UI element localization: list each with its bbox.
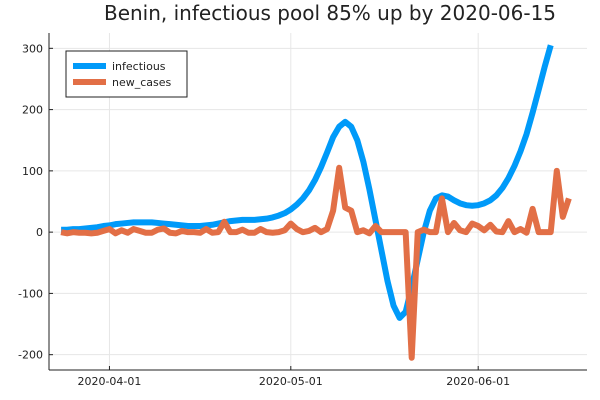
legend-label: infectious bbox=[112, 60, 166, 73]
y-tick-label: 300 bbox=[22, 42, 43, 55]
y-tick-label: 200 bbox=[22, 104, 43, 117]
series-line-infectious bbox=[61, 44, 554, 321]
axes: -200 -100 0 100 200 300 2020-04-01 2020-05-01 20… bbox=[18, 33, 587, 388]
legend-box bbox=[65, 50, 188, 98]
x-tick-label: 2020-06-01 bbox=[446, 375, 510, 388]
legend: infectious new_cases bbox=[65, 50, 188, 98]
series-lines bbox=[60, 44, 572, 361]
x-tick-label: 2020-04-01 bbox=[77, 375, 141, 388]
legend-label: new_cases bbox=[112, 76, 172, 89]
y-tick-label: -100 bbox=[18, 287, 43, 300]
chart-title: Benin, infectious pool 85% up by 2020-06… bbox=[104, 1, 556, 25]
x-tick-label: 2020-05-01 bbox=[259, 375, 323, 388]
y-tick-label: -200 bbox=[18, 349, 43, 362]
series-line-new-cases bbox=[60, 164, 572, 361]
y-tick-label: 100 bbox=[22, 165, 43, 178]
y-tick-label: 0 bbox=[36, 226, 43, 239]
